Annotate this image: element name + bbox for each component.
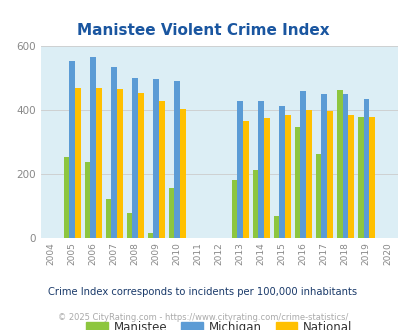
Legend: Manistee, Michigan, National: Manistee, Michigan, National — [81, 316, 356, 330]
Bar — [179, 109, 185, 238]
Bar — [153, 79, 159, 238]
Bar — [273, 216, 279, 238]
Bar — [294, 127, 300, 238]
Bar — [342, 94, 347, 238]
Bar — [368, 117, 374, 238]
Bar — [252, 170, 258, 238]
Bar — [315, 154, 321, 238]
Bar — [138, 93, 143, 238]
Bar — [168, 188, 174, 238]
Bar — [111, 67, 117, 238]
Bar — [237, 101, 243, 238]
Bar — [84, 162, 90, 238]
Bar — [336, 90, 342, 238]
Bar — [231, 180, 237, 238]
Bar — [362, 99, 368, 238]
Text: Crime Index corresponds to incidents per 100,000 inhabitants: Crime Index corresponds to incidents per… — [48, 287, 357, 297]
Bar — [305, 110, 311, 238]
Bar — [347, 115, 353, 238]
Bar — [243, 121, 248, 238]
Bar — [279, 106, 284, 238]
Bar — [357, 117, 362, 238]
Bar — [117, 89, 122, 238]
Bar — [69, 61, 75, 238]
Bar — [132, 78, 138, 238]
Bar — [264, 118, 269, 238]
Bar — [321, 94, 326, 238]
Bar — [75, 88, 81, 238]
Bar — [126, 213, 132, 238]
Text: © 2025 CityRating.com - https://www.cityrating.com/crime-statistics/: © 2025 CityRating.com - https://www.city… — [58, 313, 347, 322]
Bar — [300, 91, 305, 238]
Bar — [159, 101, 164, 238]
Bar — [326, 111, 332, 238]
Bar — [284, 115, 290, 238]
Bar — [90, 57, 96, 238]
Bar — [96, 88, 101, 238]
Bar — [64, 157, 69, 238]
Bar — [258, 101, 264, 238]
Bar — [147, 233, 153, 238]
Bar — [174, 81, 179, 238]
Bar — [105, 199, 111, 238]
Text: Manistee Violent Crime Index: Manistee Violent Crime Index — [77, 23, 328, 38]
